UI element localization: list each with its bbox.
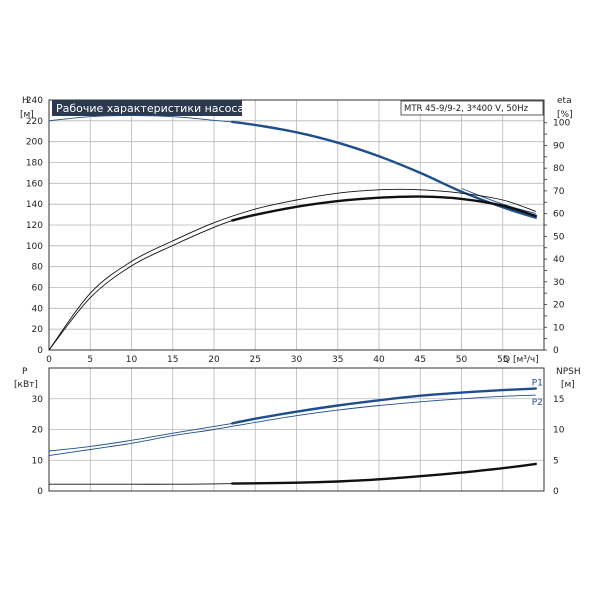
series-line-eta2 (48, 188, 536, 351)
y2-tick-label-eta: 20 (553, 301, 565, 311)
y2-tick-label-eta: 80 (553, 164, 565, 174)
chart-title: Рабочие характеристики насоса (56, 102, 244, 115)
y-tick-label-h: 100 (26, 242, 43, 252)
series-label-p1: P1 (532, 379, 543, 389)
y2-axis-unit-npsh: [м] (561, 380, 575, 390)
series-operating-line-p1 (231, 387, 537, 425)
series-label-p2: P2 (532, 398, 543, 408)
y-tick-label-h: 40 (32, 304, 44, 314)
series-line-h-alt (461, 188, 536, 214)
top-series (48, 115, 537, 351)
y2-tick-label-eta: 70 (553, 187, 565, 197)
y-tick-label-h: 240 (26, 96, 43, 106)
series-operating-line-eta1 (231, 195, 537, 222)
y-tick-label-h: 20 (32, 325, 44, 335)
bottom-plot-frame (48, 367, 545, 492)
y-axis-unit-p: [кВт] (14, 380, 38, 390)
x-tick-label: 30 (291, 355, 303, 365)
top-grid (49, 99, 544, 350)
series-line-npsh (49, 483, 233, 485)
y2-tick-label-npsh: 10 (553, 426, 565, 436)
y2-tick-label-eta: 60 (553, 210, 565, 220)
series-line-eta1 (48, 220, 233, 351)
series-line-p2 (48, 394, 536, 457)
x-tick-label: 40 (373, 355, 385, 365)
y2-tick-label-eta: 50 (553, 232, 565, 242)
x-tick-label: 20 (208, 355, 220, 365)
x-tick-label: 15 (167, 355, 178, 365)
y2-tick-label-npsh: 15 (553, 395, 564, 405)
x-tick-label: 0 (46, 355, 52, 365)
y2-tick-label-eta: 0 (553, 346, 559, 356)
y-tick-label-h: 220 (26, 117, 43, 127)
y2-tick-label-eta: 10 (553, 323, 565, 333)
y-tick-label-h: 120 (26, 221, 43, 231)
x-tick-label: 5 (87, 355, 93, 365)
y-tick-label-h: 200 (26, 138, 43, 148)
series-line-p1 (48, 422, 233, 452)
title-box (52, 100, 242, 116)
y2-tick-label-eta: 40 (553, 255, 565, 265)
y2-axis-unit-eta: [%] (557, 110, 573, 120)
y-axis-label-p: P (22, 367, 28, 377)
y-tick-label-p: 20 (32, 426, 44, 436)
model-box (400, 100, 544, 116)
y2-tick-label-npsh: 5 (553, 456, 559, 466)
x-tick-label: 10 (126, 355, 138, 365)
y2-axis-label-eta: eta (557, 96, 572, 106)
y-tick-label-h: 180 (26, 159, 43, 169)
x-tick-label: 35 (332, 355, 343, 365)
x-tick-label: 45 (415, 355, 426, 365)
y-tick-label-p: 0 (37, 487, 43, 497)
y-tick-label-p: 30 (32, 395, 44, 405)
y-axis-unit-h: [м] (20, 110, 34, 120)
y-axis-label-h: H (22, 96, 29, 106)
y-tick-label-h: 0 (37, 346, 43, 356)
y2-tick-label-eta: 100 (553, 119, 570, 129)
x-axis-label-q: Q [м³/ч] (503, 355, 539, 365)
series-line-h (48, 115, 233, 123)
bottom-ticks: 0 10 20 30 0 5 10 15 (32, 395, 565, 497)
model-label: MTR 45-9/9-2, 3*400 V, 50Hz (404, 104, 529, 114)
y2-tick-label-eta: 30 (553, 278, 565, 288)
top-ticks: 0 5 10 15 20 25 30 35 40 45 50 55020406080100120140… (26, 96, 571, 365)
y-tick-label-h: 60 (32, 284, 44, 294)
y2-axis-label-npsh: NPSH (556, 367, 581, 377)
y-tick-label-p: 10 (32, 456, 44, 466)
x-tick-label: 50 (456, 355, 468, 365)
y-tick-label-h: 80 (32, 263, 44, 273)
y2-tick-label-npsh: 0 (553, 487, 559, 497)
x-tick-label: 55 (497, 355, 508, 365)
y-tick-label-h: 160 (26, 179, 43, 189)
bottom-series: P1 P2 (48, 379, 543, 485)
series-operating-line-npsh (231, 462, 537, 485)
y-tick-label-h: 140 (26, 200, 43, 210)
x-tick-label: 25 (250, 355, 261, 365)
y2-tick-label-eta: 90 (553, 141, 565, 151)
